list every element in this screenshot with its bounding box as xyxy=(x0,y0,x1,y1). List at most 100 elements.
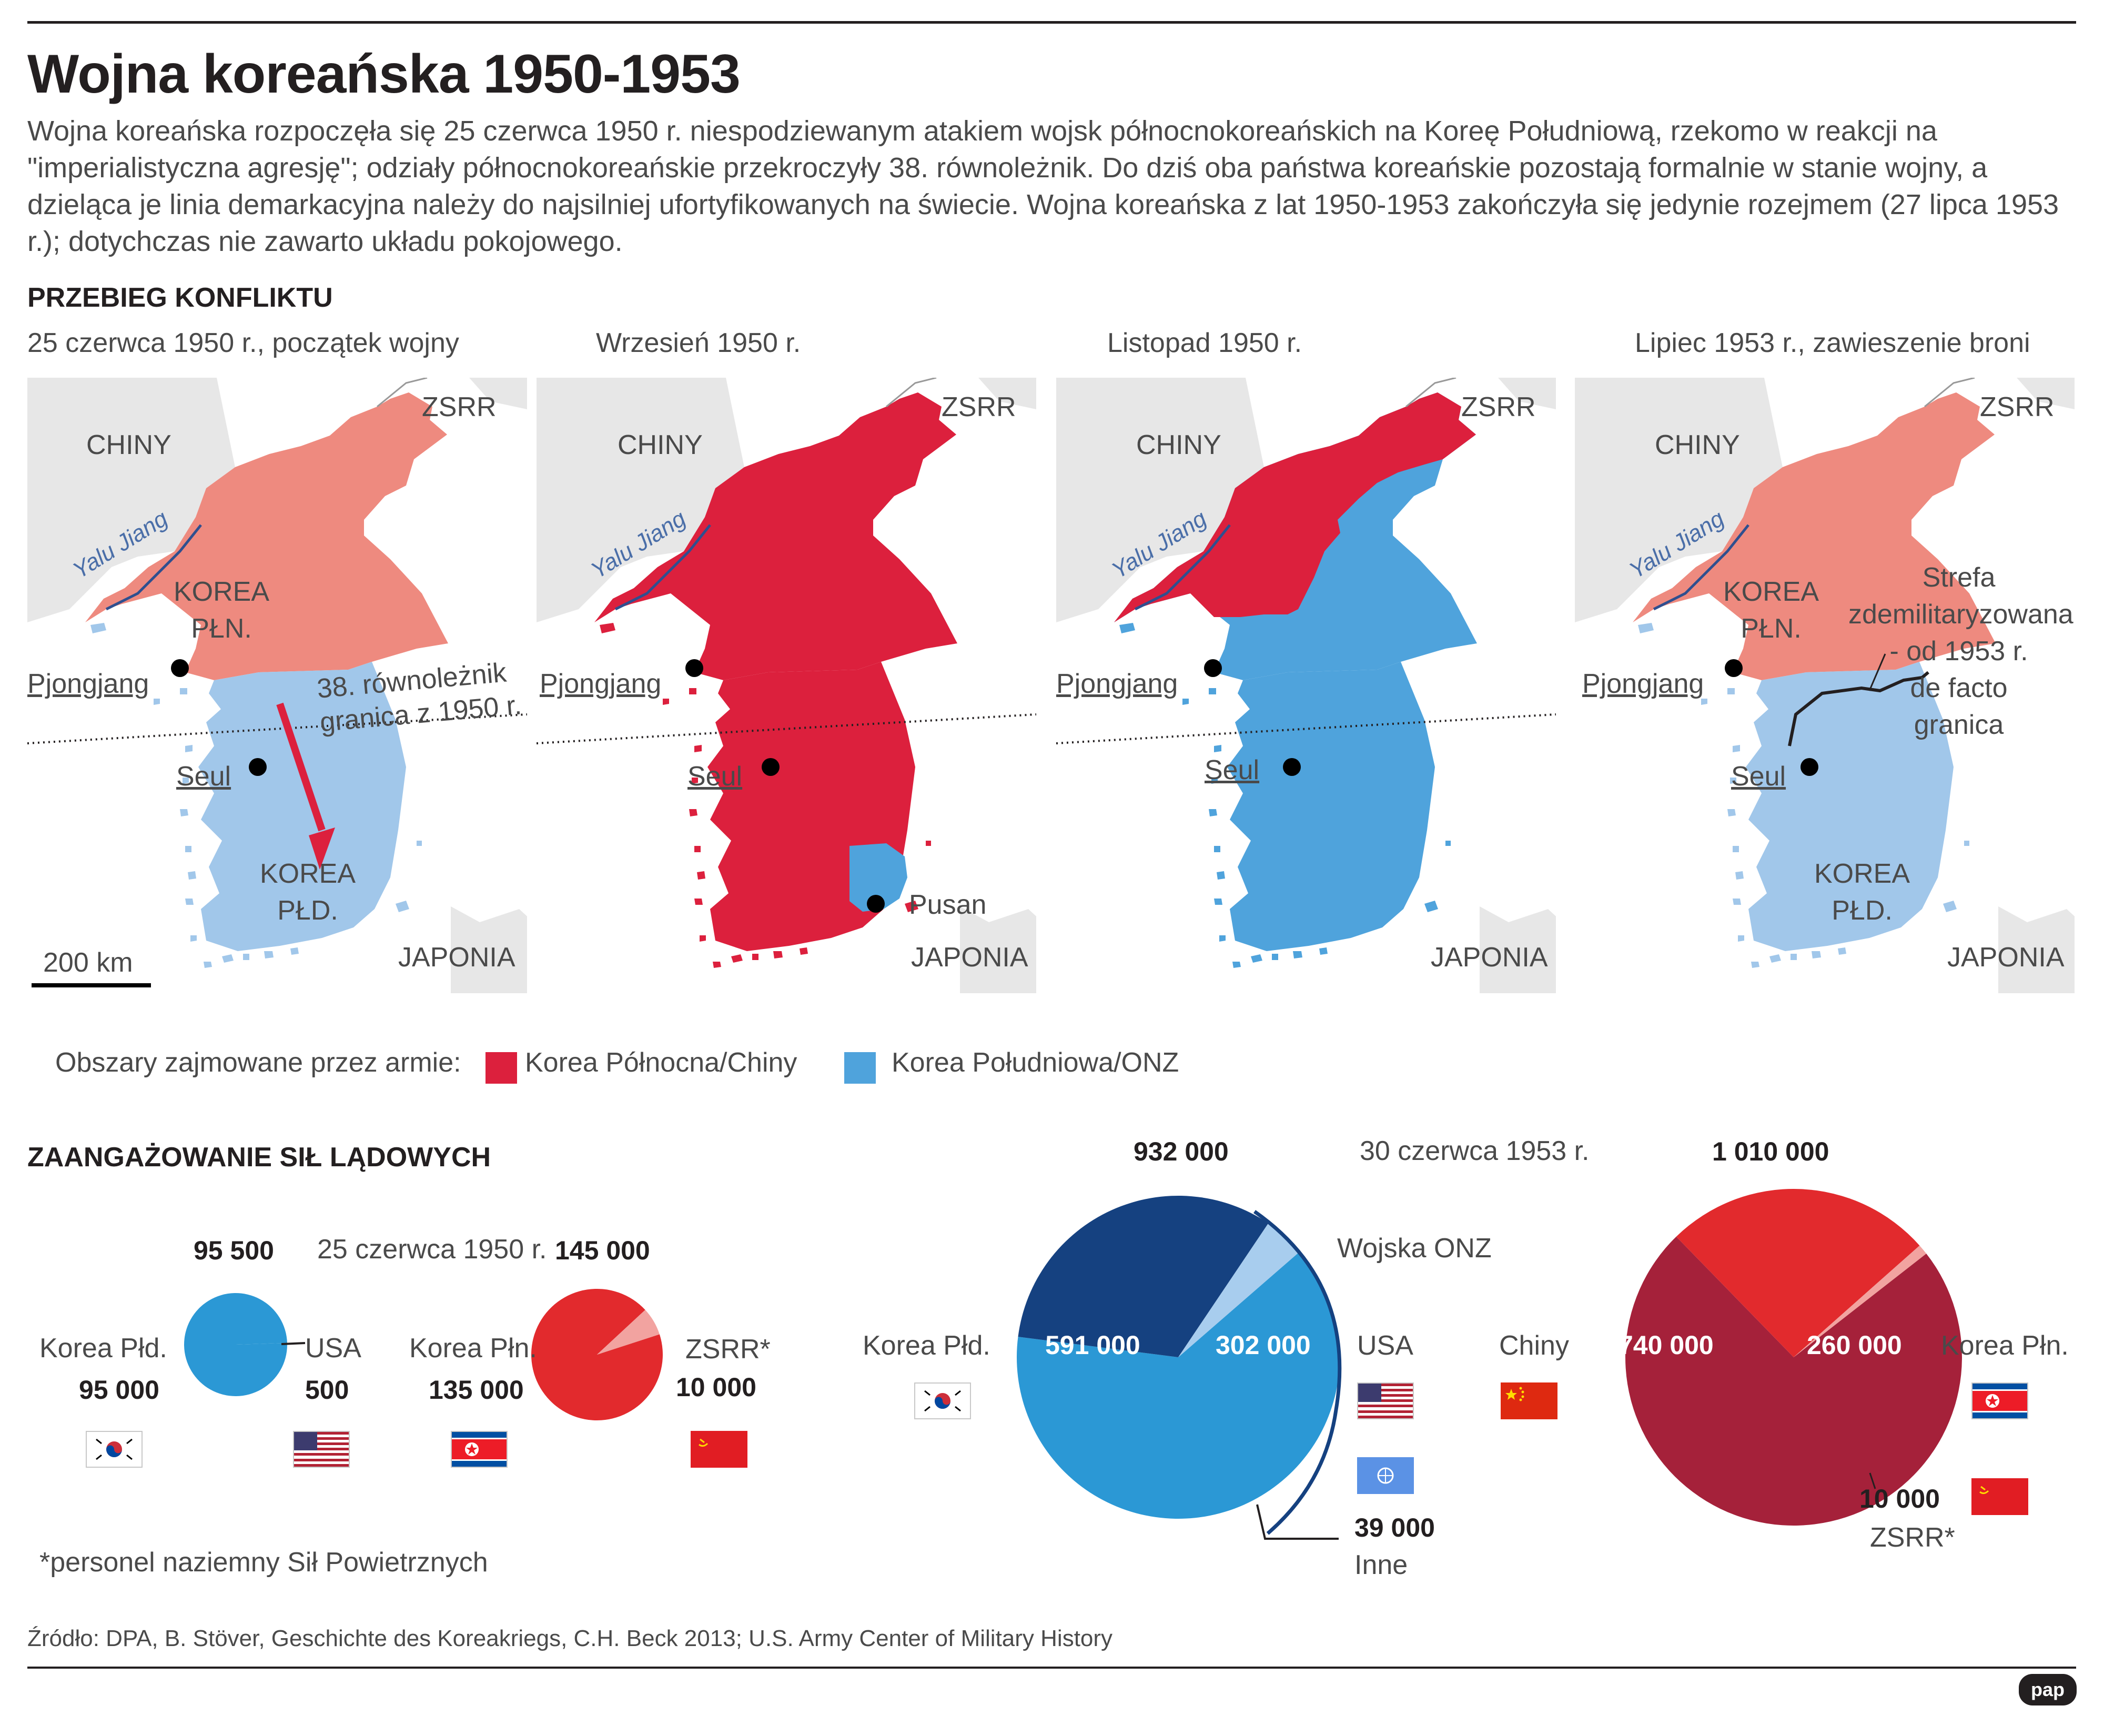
china-label: CHINY xyxy=(618,430,703,460)
pie3-label-usa: USA xyxy=(1357,1330,1413,1361)
japan-label: JAPONIA xyxy=(1947,942,2065,973)
label-line: KOREA xyxy=(1814,859,1910,889)
pie_1950_south-slice-1 xyxy=(236,1343,287,1345)
ussr-land xyxy=(2017,378,2075,409)
flag-usa-icon xyxy=(1358,1384,1413,1418)
flag-ussr-2 xyxy=(1971,1478,2028,1515)
38th-parallel-line xyxy=(537,713,1036,744)
pie2-label-ussr: ZSRR* xyxy=(685,1334,771,1365)
ussr-border xyxy=(886,378,937,408)
north-korea-label: KOREA PŁN. xyxy=(174,573,269,647)
leader-other-1953 xyxy=(1256,1504,1339,1540)
yalu-river xyxy=(105,524,202,611)
pie3-label-south: Korea Płd. xyxy=(863,1330,990,1361)
invasion-arrow-shaft xyxy=(276,702,326,832)
legend-swatch-north xyxy=(485,1052,517,1084)
seoul-label: Seul xyxy=(1205,755,1260,785)
north-korea-label: KOREA PŁN. xyxy=(1723,573,1819,647)
label-line: granica xyxy=(1914,710,2004,740)
flag-north-korea-icon xyxy=(452,1432,507,1467)
legend-swatch-south xyxy=(844,1052,876,1084)
legend-item-south: Korea Południowa/ONZ xyxy=(892,1047,1179,1078)
un-forces-bracket xyxy=(1253,1210,1342,1535)
flag-usa-icon xyxy=(294,1432,349,1467)
pie4-label-ussr: ZSRR* xyxy=(1870,1522,1955,1553)
label-line: zdemilitaryzowana xyxy=(1848,599,2073,630)
ussr-land xyxy=(1498,378,1556,409)
pie4-label-north: Korea Płn. xyxy=(1941,1330,2069,1361)
un-forces-label: Wojska ONZ xyxy=(1337,1233,1492,1264)
ussr-land xyxy=(978,378,1036,409)
pie1-total: 95 500 xyxy=(194,1236,274,1265)
pie4-total: 1 010 000 xyxy=(1712,1137,1829,1166)
label-line: - od 1953 r. xyxy=(1889,636,2028,667)
pusan-label: Pusan xyxy=(909,890,987,920)
pie_1953_north-slice-0 xyxy=(1625,1236,1962,1526)
pyongyang-label: Pjongjang xyxy=(540,669,662,699)
pie1-label-usa: USA xyxy=(305,1333,361,1364)
flag-ussr-1 xyxy=(691,1431,747,1468)
ussr-border xyxy=(1924,378,1975,408)
map-svg xyxy=(27,378,527,993)
japan-label: JAPONIA xyxy=(911,942,1028,973)
japan-label: JAPONIA xyxy=(398,942,515,973)
ussr-border xyxy=(1405,378,1456,408)
flag-north-korea-2 xyxy=(1971,1382,2028,1419)
yalu-river xyxy=(1653,524,1749,611)
flag-ussr-icon xyxy=(692,1432,746,1467)
pyongyang-label: Pjongjang xyxy=(1056,669,1178,699)
ussr-label: ZSRR xyxy=(942,392,1016,422)
map-svg xyxy=(537,378,1036,993)
map-november-1950: CHINY ZSRR Yalu Jiang Pjongjang Seul JAP… xyxy=(1056,378,1556,993)
flag-china xyxy=(1501,1382,1557,1419)
pie3-value-usa: 302 000 xyxy=(1216,1330,1311,1360)
map-title-2: Wrzesień 1950 r. xyxy=(596,328,801,358)
pie2-value-north: 135 000 xyxy=(429,1375,524,1405)
seoul-marker xyxy=(1283,758,1301,776)
pie4-label-china: Chiny xyxy=(1499,1330,1569,1361)
flag-south-korea-1 xyxy=(86,1431,143,1468)
south-korea-label: KOREA PŁD. xyxy=(1814,855,1910,929)
label-line: KOREA xyxy=(260,859,356,889)
pie2-label-north: Korea Płn. xyxy=(409,1333,537,1364)
china-label: CHINY xyxy=(1136,430,1221,460)
pie_1950_south-slice-0 xyxy=(184,1293,287,1397)
pie1-value-south: 95 000 xyxy=(79,1375,159,1405)
pyongyang-marker xyxy=(171,659,189,677)
pyongyang-marker xyxy=(685,659,703,677)
map-title-4: Lipiec 1953 r., zawieszenie broni xyxy=(1635,328,2030,358)
page-title: Wojna koreańska 1950-1953 xyxy=(27,44,741,105)
seoul-marker xyxy=(249,758,267,776)
map-svg xyxy=(1575,378,2075,993)
pie3-value-south: 591 000 xyxy=(1045,1330,1140,1360)
ussr-label: ZSRR xyxy=(1461,392,1536,422)
south-un-area xyxy=(1227,662,1435,951)
pie3-value-other: 39 000 xyxy=(1354,1513,1435,1542)
pie_1950_north-slice-0 xyxy=(531,1289,663,1421)
label-line: PŁD. xyxy=(1832,895,1893,926)
ussr-border xyxy=(377,378,428,408)
pie1-value-usa: 500 xyxy=(305,1375,349,1405)
38th-parallel-line xyxy=(1056,713,1556,744)
seoul-label: Seul xyxy=(687,761,743,792)
label-line: PŁN. xyxy=(1741,613,1802,644)
flag-usa-2 xyxy=(1357,1382,1414,1419)
pie2-value-ussr: 10 000 xyxy=(676,1372,756,1402)
pie4-value-north: 260 000 xyxy=(1807,1330,1902,1360)
pie3-total: 932 000 xyxy=(1134,1137,1229,1166)
map-june-1950: CHINY ZSRR Yalu Jiang KOREA PŁN. Pjongjan… xyxy=(27,378,527,993)
pap-logo: pap xyxy=(2019,1674,2077,1705)
section-heading-forces: ZAANGAŻOWANIE SIŁ LĄDOWYCH xyxy=(27,1142,491,1173)
label-line: KOREA xyxy=(1723,577,1819,607)
flag-usa-1 xyxy=(293,1431,350,1468)
pie_1953_south-slice-0 xyxy=(1016,1251,1340,1519)
flag-south-korea-icon xyxy=(924,1390,961,1412)
ussr-label: ZSRR xyxy=(422,392,497,422)
leader-usa-1950 xyxy=(281,1342,306,1345)
dmz-pointer-line xyxy=(1868,653,1886,691)
flag-china-icon xyxy=(1502,1384,1556,1418)
yalu-river xyxy=(614,524,711,611)
ussr-land xyxy=(469,378,527,409)
seoul-marker xyxy=(1800,758,1818,776)
legend-label: Obszary zajmowane przez armie: xyxy=(55,1047,461,1078)
